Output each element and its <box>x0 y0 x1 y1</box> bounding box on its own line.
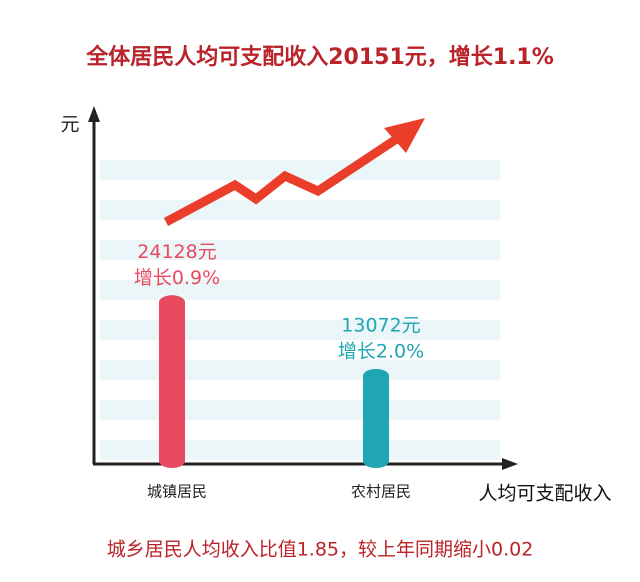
bar-cap <box>159 295 185 310</box>
trend-arrow <box>163 118 425 226</box>
x-tick-label: 城镇居民 <box>147 483 207 501</box>
y-axis-label: 元 <box>60 114 79 136</box>
bar-cap <box>363 368 389 383</box>
value-label: 24128元 <box>137 241 216 263</box>
x-axis-label: 人均可支配收入 <box>478 483 611 505</box>
chart-title: 全体居民人均可支配收入20151元，增长1.1% <box>85 44 554 70</box>
bar <box>363 368 389 468</box>
x-tick-label: 农村居民 <box>351 483 411 501</box>
growth-label: 增长2.0% <box>338 340 424 362</box>
growth-label: 增长0.9% <box>134 267 220 289</box>
value-label: 13072元 <box>341 314 420 336</box>
note: 城乡居民人均收入比值1.85，较上年同期缩小0.02 <box>107 539 534 561</box>
bar <box>159 295 185 468</box>
